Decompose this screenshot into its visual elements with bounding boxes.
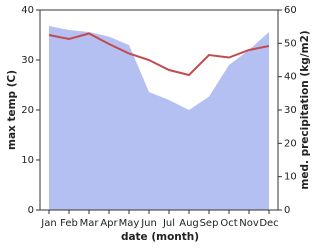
y2-tick-label: 20 xyxy=(284,138,297,149)
y-tick-label: 30 xyxy=(21,55,34,66)
x-tick-label: Jun xyxy=(140,218,157,229)
y2-tick-label: 40 xyxy=(284,72,297,83)
x-tick-label: Aug xyxy=(179,218,199,229)
x-tick-label: Sep xyxy=(200,218,219,229)
y-tick-label: 10 xyxy=(21,155,34,166)
y2-tick-label: 60 xyxy=(284,5,297,16)
x-tick-label: May xyxy=(119,218,140,229)
x-tick-label: Mar xyxy=(80,218,100,229)
y-tick-label: 40 xyxy=(21,5,34,16)
y2-tick-label: 30 xyxy=(284,105,297,116)
x-tick-label: Apr xyxy=(100,218,118,229)
x-tick-label: Dec xyxy=(259,218,278,229)
y2-tick-label: 10 xyxy=(284,172,297,183)
x-tick-label: Jan xyxy=(40,218,56,229)
line xyxy=(48,32,270,77)
x-axis-label: date (month) xyxy=(121,231,199,243)
chart: date (month) max temp (C) med. precipita… xyxy=(6,5,311,243)
x-tick-label: Jul xyxy=(162,218,175,229)
y-tick-label: 20 xyxy=(21,105,34,116)
x-tick-label: Oct xyxy=(220,218,237,229)
y-axis-label: max temp (C) xyxy=(6,70,18,150)
area xyxy=(49,26,269,210)
y2-tick-label: 50 xyxy=(284,38,297,49)
x-tick-label: Nov xyxy=(239,218,259,229)
y-tick-label: 0 xyxy=(28,205,34,216)
y2-axis-label: med. precipitation (kg/m2) xyxy=(299,30,311,189)
y2-tick-label: 0 xyxy=(284,205,290,216)
x-tick-label: Feb xyxy=(60,218,78,229)
